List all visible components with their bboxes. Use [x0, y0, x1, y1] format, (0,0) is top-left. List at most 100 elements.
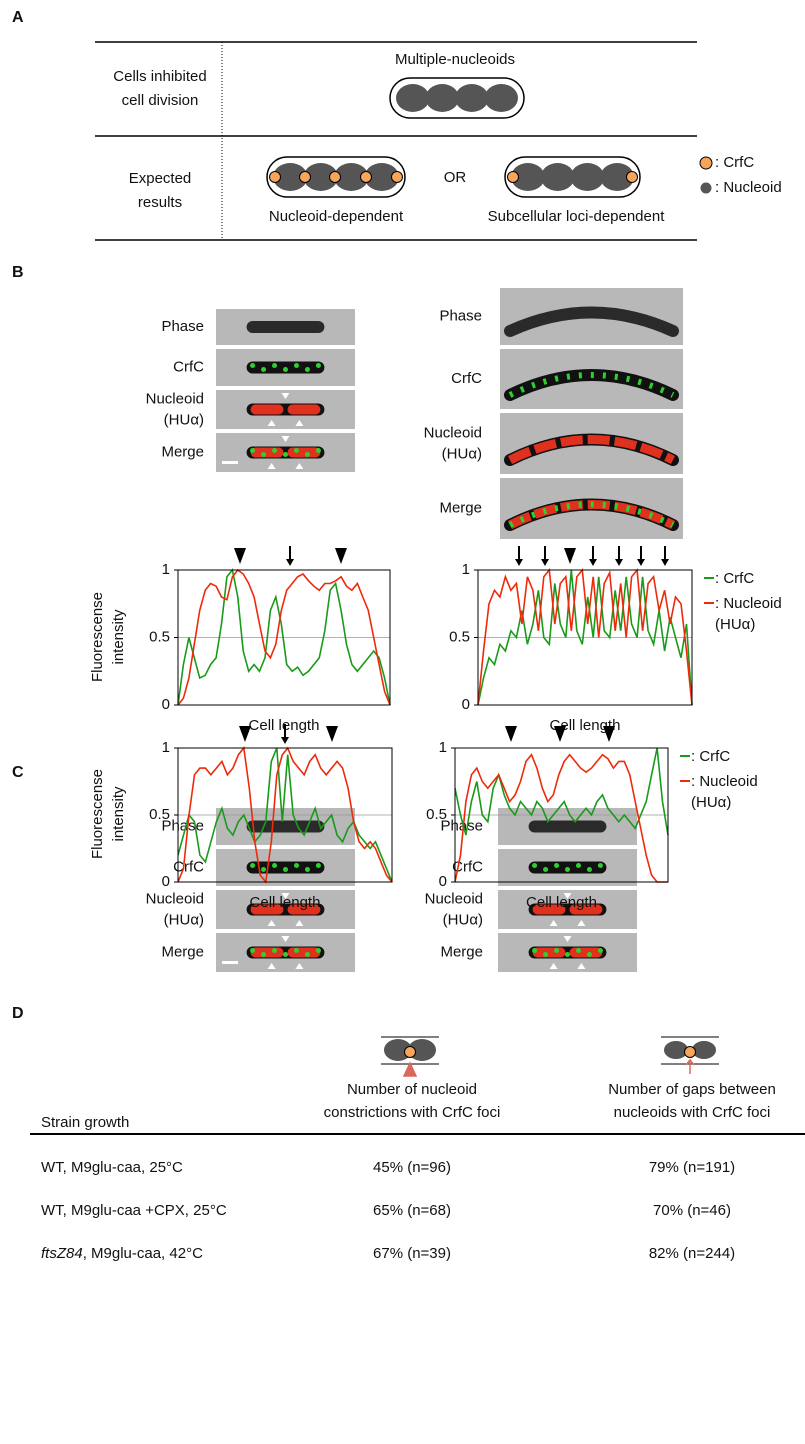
marker [281, 393, 290, 399]
y-tick-label: 0 [162, 873, 170, 890]
crfc-signal [315, 363, 321, 368]
crfc-signal [315, 448, 321, 453]
y-tick-label: 0.5 [426, 806, 447, 823]
legend-crfc [699, 156, 713, 170]
series-line [454, 753, 668, 883]
marker-triangle [505, 726, 517, 742]
cell-value: 82% (n=244) [649, 1245, 735, 1262]
marker-arrow-head [615, 559, 623, 566]
crfc-signal [315, 863, 321, 868]
nucleoid-signal [250, 904, 284, 915]
channel-label: Nucleoid [425, 890, 483, 907]
marker [281, 936, 290, 942]
channel-label: (HUα) [164, 411, 204, 428]
row-label: WT, M9glu-caa, 25°C [41, 1159, 183, 1176]
crfc-signal [293, 363, 299, 368]
row-label: WT, M9glu-caa +CPX, 25°C [41, 1202, 227, 1219]
marker [549, 963, 558, 969]
cell-value: 45% (n=96) [373, 1159, 451, 1176]
crfc-signal [261, 952, 267, 957]
nucleoid-signal [287, 904, 321, 915]
marker [267, 463, 276, 469]
nucleoid [664, 1041, 688, 1059]
scale-bar [222, 461, 238, 464]
column-header: constrictions with CrfC foci [324, 1104, 501, 1121]
legend-label: : Nucleoid (HUα) [715, 595, 782, 633]
row-label-italic: ftsZ84 [41, 1245, 83, 1262]
nucleoid-signal [507, 435, 676, 465]
channel-label: Nucleoid [146, 890, 204, 907]
y-tick-label: 1 [162, 561, 170, 578]
row-label: results [138, 194, 182, 211]
column-header: Number of gaps between [608, 1081, 776, 1098]
nucleoid-signal [287, 447, 321, 458]
crfc-signal [272, 863, 278, 868]
channel-label: Nucleoid [424, 424, 482, 441]
crfc-signal [293, 863, 299, 868]
y-tick-label: 1 [162, 739, 170, 756]
crfc-signal [565, 867, 570, 872]
channel-label: Phase [440, 817, 483, 834]
marker [281, 893, 290, 899]
marker [267, 963, 276, 969]
marker-triangle [603, 726, 615, 742]
nucleoid [511, 163, 545, 191]
series-line [177, 568, 391, 706]
row-label: Cells inhibited [113, 68, 206, 85]
nucleoid-signal [532, 904, 566, 915]
legend-label: : CrfC [715, 570, 755, 587]
channel-label: Phase [161, 318, 204, 335]
crfc-focus [360, 171, 372, 183]
y-tick-label: 0 [462, 696, 470, 713]
channel-label: CrfC [452, 858, 483, 875]
panel-label: C [12, 764, 24, 781]
marker-triangle [234, 548, 246, 564]
legend-nucleoid [700, 182, 712, 194]
diagram-title: Multiple-nucleoids [395, 51, 515, 68]
y-tick-label: 0.5 [149, 628, 170, 645]
marker-triangle [326, 726, 338, 742]
cell [246, 321, 325, 333]
marker-arrow-head [281, 737, 289, 744]
series-line [177, 747, 393, 883]
crfc-signal [597, 863, 603, 868]
crfc-signal [283, 952, 288, 957]
row-label: cell division [122, 92, 199, 109]
nucleoid [303, 163, 338, 191]
nucleoid-signal [569, 947, 603, 958]
channel-label: Merge [439, 499, 482, 516]
nucleoid-signal [250, 404, 284, 415]
channel-label: CrfC [173, 358, 204, 375]
channel-label: Merge [161, 443, 204, 460]
channel-label: Merge [440, 943, 483, 960]
crfc-focus [391, 171, 403, 183]
crfc-signal [575, 863, 581, 868]
channel-label: CrfC [451, 370, 482, 387]
crfc-signal [272, 363, 278, 368]
or-label: OR [444, 169, 467, 186]
nucleoid [425, 84, 459, 112]
nucleoid-signal [250, 447, 284, 458]
channel-label: Phase [161, 817, 204, 834]
marker-arrow-head [515, 559, 523, 566]
crfc-signal [250, 863, 256, 868]
crfc-signal [543, 867, 549, 872]
nucleoid [692, 1041, 716, 1059]
nucleoid [334, 163, 369, 191]
marker [577, 963, 586, 969]
crfc-signal [293, 948, 299, 953]
crfc-signal [304, 452, 310, 457]
series-line [177, 568, 391, 706]
marker [549, 920, 558, 926]
nucleoid-signal [250, 947, 284, 958]
crfc-signal [261, 367, 267, 372]
nucleoid [540, 163, 575, 191]
column-header: nucleoids with CrfC foci [614, 1104, 771, 1121]
panel-label: A [12, 9, 24, 26]
cell-value: 67% (n=39) [373, 1245, 451, 1262]
y-tick-label: 1 [462, 561, 470, 578]
series-line [454, 747, 669, 836]
marker-arrow-head [589, 559, 597, 566]
nucleoid [484, 84, 518, 112]
